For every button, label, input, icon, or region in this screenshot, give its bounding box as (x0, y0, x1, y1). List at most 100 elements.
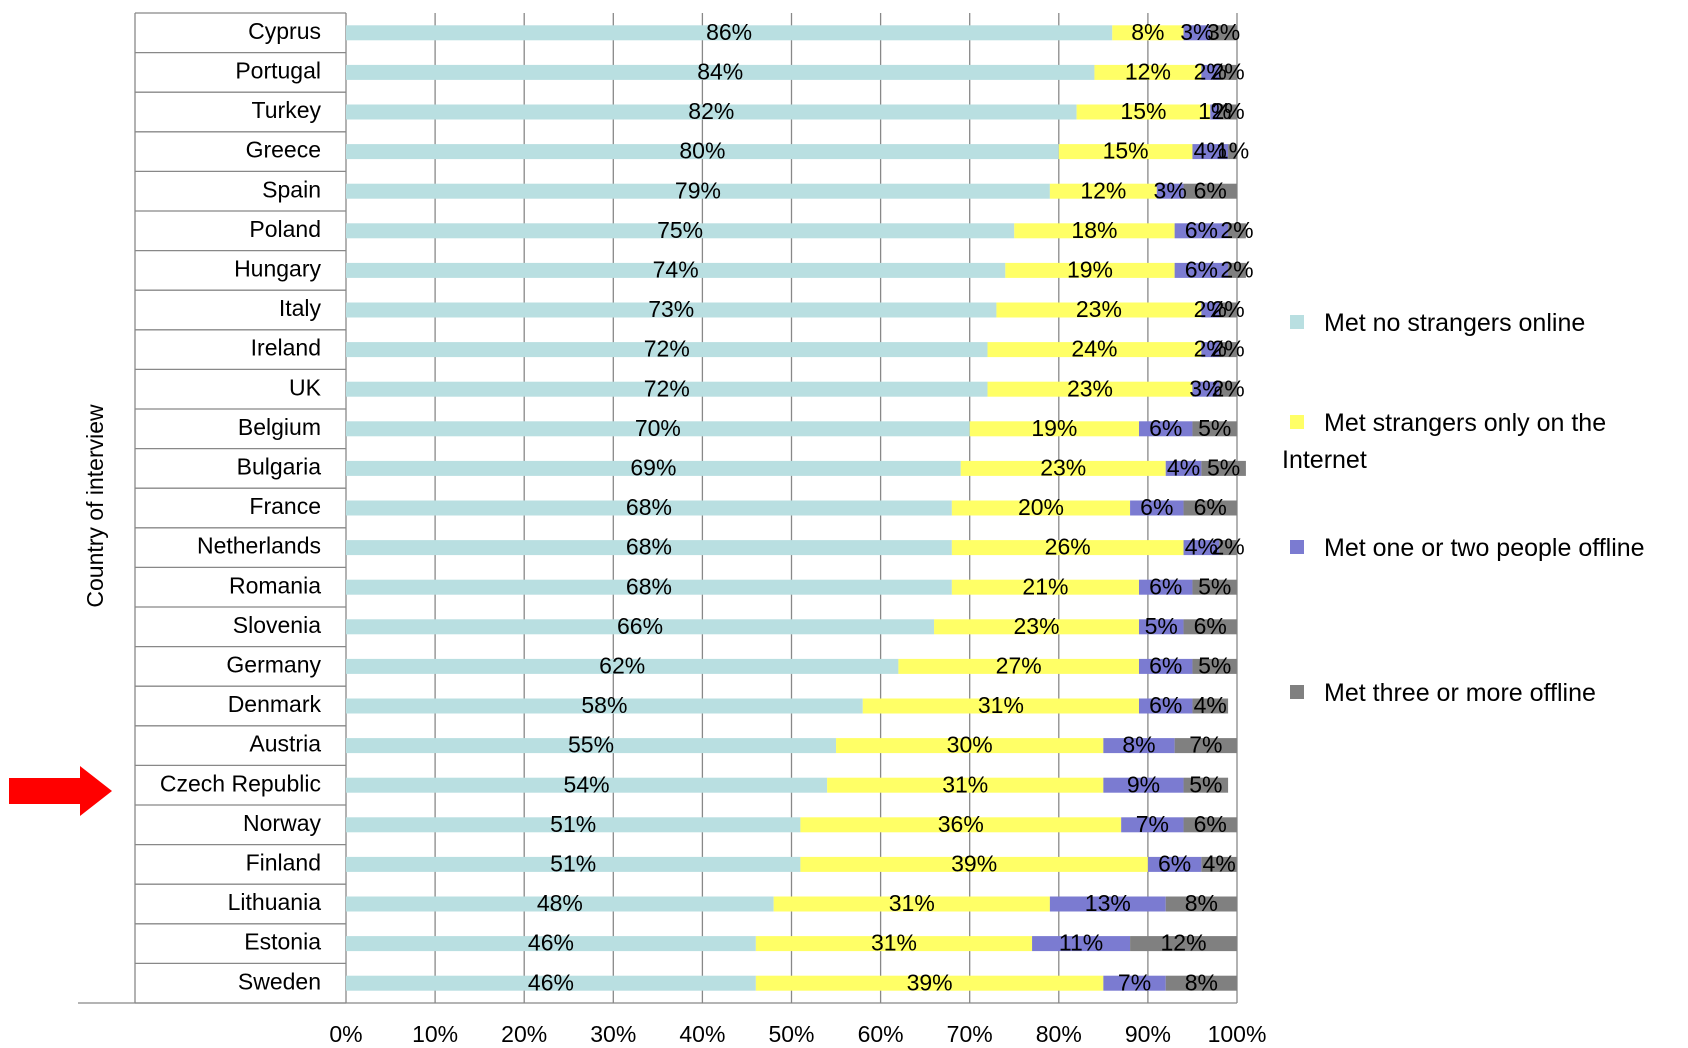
bar-segment (836, 738, 1104, 754)
legend-swatch (1290, 540, 1304, 554)
value-label: 12% (1161, 930, 1207, 956)
bar-segment (1165, 896, 1237, 912)
bar-segment (960, 460, 1166, 476)
y-tick-label: Czech Republic (160, 770, 321, 796)
bar-segment (1228, 262, 1246, 278)
value-label: 3% (1189, 375, 1222, 401)
value-label: 2% (1220, 217, 1253, 243)
value-label: 8% (1185, 969, 1218, 995)
value-label: 55% (568, 732, 614, 758)
value-label: 54% (564, 771, 610, 797)
bar-segment (346, 262, 1006, 278)
bar-segment (1201, 342, 1220, 358)
y-tick-label: Sweden (238, 968, 321, 994)
bar-segment (1049, 183, 1157, 199)
bar-segment (773, 896, 1050, 912)
value-label: 6% (1185, 256, 1218, 282)
bar-segment (969, 421, 1139, 437)
value-label: 84% (697, 58, 743, 84)
value-label: 9% (1127, 771, 1160, 797)
legend-item: Met no strangers online (1282, 305, 1682, 342)
bar-segment (1192, 421, 1237, 437)
value-label: 18% (1071, 217, 1117, 243)
bar-segment (1032, 936, 1131, 952)
value-label: 73% (648, 296, 694, 322)
bar-segment (755, 936, 1033, 952)
bar-segment (1219, 104, 1237, 120)
bar-segment (1174, 223, 1229, 239)
bar-segment (1138, 421, 1193, 437)
y-tick-label: Greece (246, 137, 321, 163)
value-label: 20% (1018, 494, 1064, 520)
y-tick-label: Romania (229, 572, 321, 598)
value-label: 58% (581, 692, 627, 718)
y-tick-label: Turkey (252, 97, 322, 123)
y-tick-label: Finland (246, 849, 321, 875)
y-tick-label: Norway (243, 810, 321, 836)
bar-segment (1183, 500, 1237, 516)
bar-segment (800, 817, 1122, 833)
bar-segment (346, 619, 935, 635)
value-label: 39% (907, 969, 953, 995)
value-label: 4% (1167, 454, 1200, 480)
bar-segment (1210, 104, 1220, 120)
bar-segment (1201, 460, 1246, 476)
value-label: 23% (1076, 296, 1122, 322)
bar-segment (1174, 738, 1237, 754)
value-label: 31% (978, 692, 1024, 718)
bar-segment (1005, 262, 1175, 278)
value-label: 79% (675, 177, 721, 203)
legend-label: Met three or more offline (1324, 679, 1596, 707)
value-label: 6% (1194, 494, 1227, 520)
bar-segment (1183, 25, 1211, 41)
value-label: 80% (679, 138, 725, 164)
x-tick-label: 60% (858, 1021, 904, 1047)
bar-segment (346, 777, 828, 793)
value-label: 48% (537, 890, 583, 916)
y-tick-label: Netherlands (197, 533, 321, 559)
value-label: 2% (1211, 296, 1244, 322)
value-label: 27% (996, 652, 1042, 678)
value-label: 66% (617, 613, 663, 639)
value-label: 68% (626, 534, 672, 560)
value-label: 19% (1031, 415, 1077, 441)
value-label: 68% (626, 494, 672, 520)
value-label: 5% (1198, 573, 1231, 599)
x-tick-label: 50% (768, 1021, 814, 1047)
bar-segment (346, 421, 970, 437)
bar-segment (1183, 540, 1220, 556)
bar-segment (1130, 500, 1184, 516)
bar-segment (346, 698, 863, 714)
bar-segment (1192, 658, 1237, 674)
value-label: 1% (1198, 98, 1231, 124)
y-tick-label: Bulgaria (237, 453, 322, 479)
bar-segment (346, 223, 1015, 239)
bar-segment (346, 896, 774, 912)
value-label: 7% (1136, 811, 1169, 837)
value-label: 7% (1189, 732, 1222, 758)
value-label: 72% (644, 336, 690, 362)
value-label: 23% (1067, 375, 1113, 401)
value-label: 15% (1120, 98, 1166, 124)
value-label: 3% (1154, 177, 1187, 203)
bar-segment (1192, 381, 1220, 397)
y-tick-label: Hungary (234, 255, 321, 281)
value-label: 51% (550, 850, 596, 876)
value-label: 6% (1185, 217, 1218, 243)
value-label: 5% (1189, 771, 1222, 797)
bar-segment (1138, 579, 1193, 595)
bar-segment (1130, 936, 1237, 952)
bar-segment (346, 460, 961, 476)
legend-label: Met strangers only on the Internet (1282, 409, 1607, 474)
value-label: 72% (644, 375, 690, 401)
y-tick-label: Estonia (244, 929, 321, 955)
bar-segment (800, 856, 1148, 872)
bar-segment (346, 856, 801, 872)
legend-label: Met one or two people offline (1324, 534, 1645, 562)
value-label: 31% (889, 890, 935, 916)
x-tick-label: 10% (412, 1021, 458, 1047)
value-label: 24% (1071, 336, 1117, 362)
value-label: 30% (947, 732, 993, 758)
bar-segment (346, 183, 1050, 199)
y-tick-label: Austria (249, 731, 321, 757)
